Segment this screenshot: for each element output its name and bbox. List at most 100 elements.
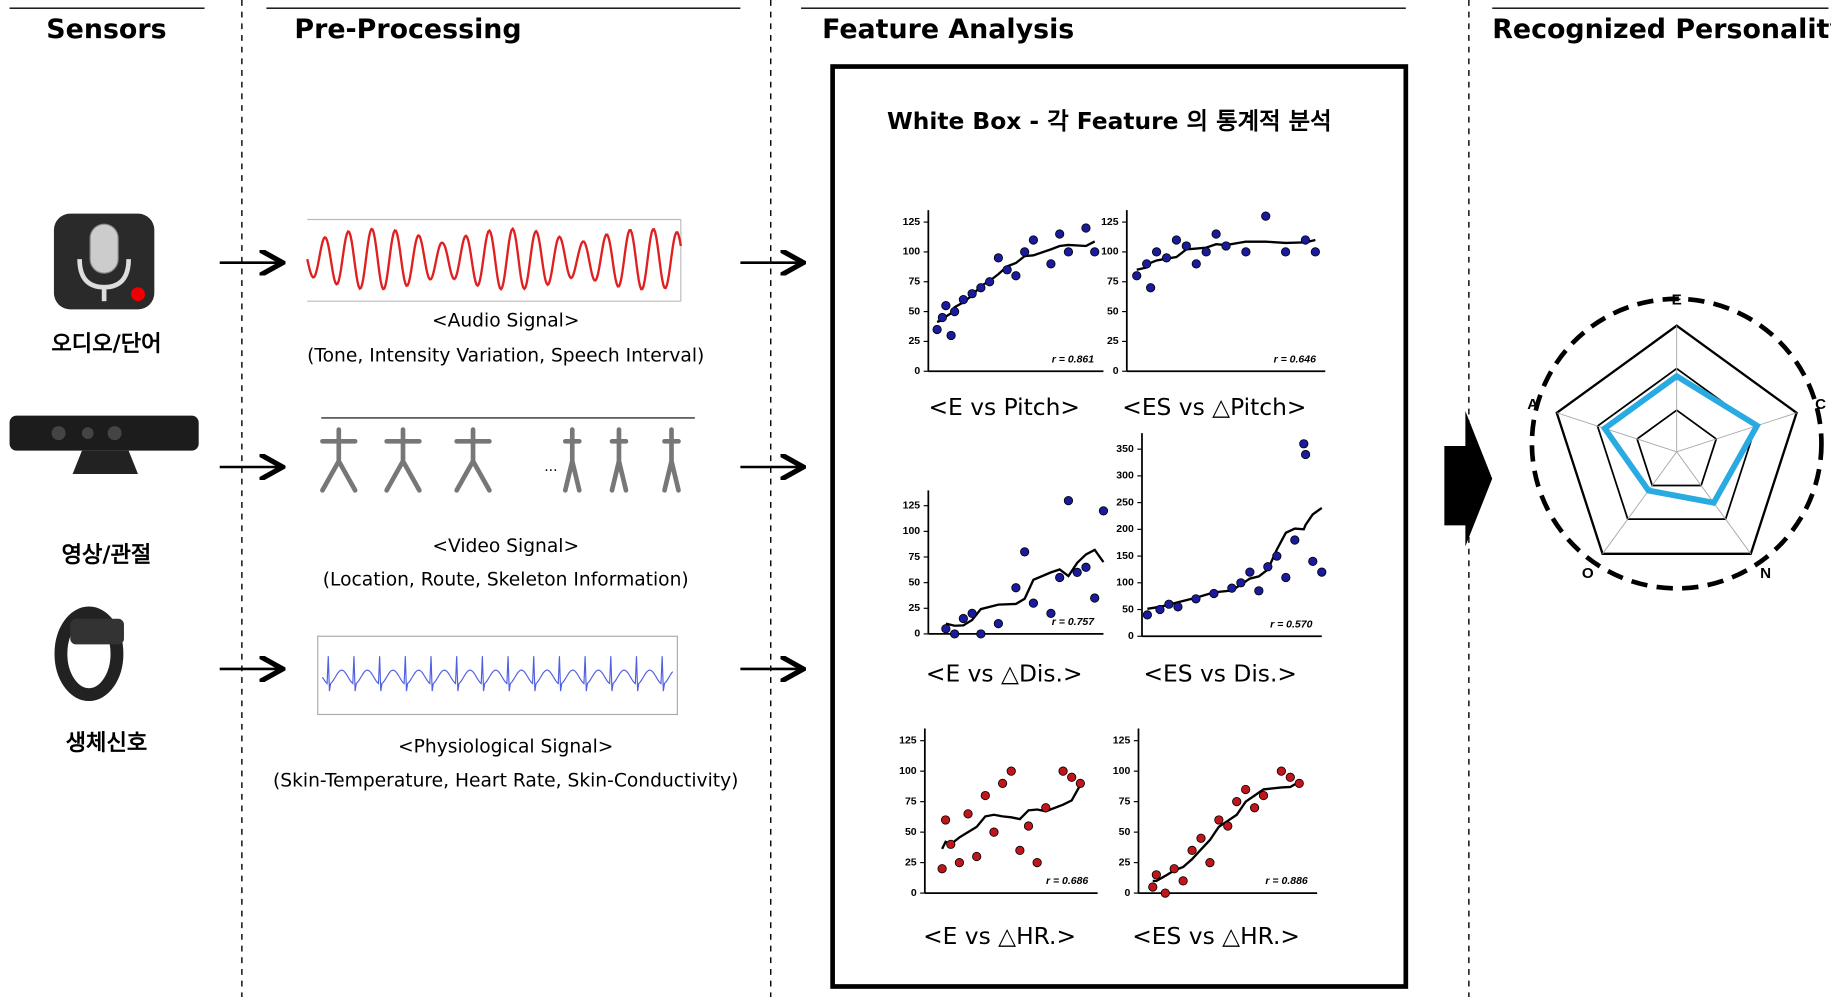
y-tick-label: 200 (1116, 523, 1134, 535)
scatter-point (1181, 241, 1191, 251)
scatter-point (1211, 229, 1221, 239)
y-tick-label: 100 (1113, 765, 1131, 777)
scatter-point (937, 864, 947, 874)
r-value: r = 0.646 (1274, 353, 1316, 365)
scatter-point (993, 253, 1004, 263)
y-tick-label: 0 (914, 628, 920, 640)
y-tick-label: 0 (914, 365, 920, 377)
scatter-point (1055, 229, 1065, 239)
fit-curve (941, 784, 1082, 850)
column-header: Recognized Personality (1492, 14, 1831, 45)
scatter-point (1020, 547, 1030, 557)
r-value: r = 0.757 (1052, 616, 1095, 628)
svg-text:...: ... (544, 459, 557, 475)
scatter-point (1290, 535, 1300, 545)
signal-detail: (Skin-Temperature, Heart Rate, Skin-Cond… (273, 771, 738, 792)
scatter-point (1032, 858, 1042, 868)
scatter-point (1285, 772, 1295, 782)
skeleton (454, 427, 492, 493)
y-tick-label: 125 (1101, 216, 1119, 228)
scatter-point (1276, 766, 1286, 776)
r-value: r = 0.570 (1270, 618, 1312, 630)
scatter-point (1294, 778, 1304, 788)
y-tick-label: 100 (903, 525, 921, 537)
y-tick-label: 75 (908, 276, 920, 288)
plot-caption: <E vs △HR.> (923, 922, 1076, 950)
scatter-point (1317, 567, 1327, 577)
scatter-point (1146, 283, 1156, 293)
fit-curve (945, 548, 1105, 627)
scatter-point (963, 809, 973, 819)
scatter-point (1041, 803, 1051, 813)
scatter-point (941, 301, 951, 311)
y-tick-label: 50 (908, 576, 920, 588)
radar-axis-label: O (1582, 565, 1594, 582)
scatter-point (1300, 235, 1311, 245)
scatter-point (1169, 864, 1179, 874)
skeleton (662, 427, 681, 493)
y-tick-label: 150 (1116, 550, 1134, 562)
scatter-point (940, 815, 951, 825)
column-header: Sensors (46, 14, 166, 45)
y-tick-label: 125 (899, 734, 917, 746)
radar-ring (1555, 324, 1798, 555)
wristband-icon (54, 606, 124, 702)
y-tick-label: 250 (1116, 496, 1134, 508)
scatter-point (1055, 572, 1065, 583)
sensor-label: 영상/관절 (62, 542, 152, 568)
scatter-point (1201, 247, 1211, 257)
scatter-point (972, 851, 982, 862)
skeleton (384, 427, 422, 493)
video-signal: ... (320, 417, 695, 493)
column-header: Pre-Processing (294, 14, 521, 45)
scatter-point (1241, 247, 1251, 257)
scatter-point (932, 324, 942, 335)
scatter-point (1236, 578, 1246, 588)
scatter-point (1232, 797, 1242, 807)
y-tick-label: 50 (1119, 826, 1131, 838)
scatter-point (985, 277, 995, 287)
scatter-point (1046, 259, 1056, 269)
scatter-point (1191, 594, 1201, 604)
y-tick-label: 100 (1101, 246, 1119, 258)
scatter-point (1067, 772, 1077, 782)
scatter-point (1209, 588, 1219, 599)
signal-title: <Video Signal> (432, 536, 579, 557)
plot-caption: <ES vs △HR.> (1132, 922, 1300, 950)
y-tick-label: 75 (1119, 795, 1131, 807)
white-box (830, 64, 1409, 989)
scatter-point (1058, 766, 1068, 776)
scatter-point (958, 295, 968, 305)
scatter-point (1187, 845, 1197, 856)
scatter-point (967, 289, 977, 299)
scatter-point (1090, 247, 1100, 257)
y-tick-label: 350 (1116, 443, 1134, 455)
scatter-point (1249, 803, 1260, 813)
scatter-point (1081, 562, 1091, 572)
scatter-point (1072, 567, 1082, 577)
scatter-point (1075, 778, 1085, 788)
scatter-point (967, 608, 977, 619)
scatter-point (958, 613, 968, 624)
scatter-point (949, 306, 960, 317)
y-tick-label: 100 (899, 765, 917, 777)
y-tick-label: 75 (908, 551, 920, 563)
column-dividers (241, 0, 1470, 997)
scatter-point (1063, 247, 1074, 257)
signal-title: <Physiological Signal> (398, 737, 613, 758)
scatter-point (1221, 241, 1231, 251)
signal-detail: (Location, Route, Skeleton Information) (323, 570, 689, 591)
scatter-point (1063, 495, 1074, 506)
radar-axis-label: A (1527, 396, 1538, 413)
physio-signal (317, 635, 678, 716)
plot-caption: <ES vs Dis.> (1143, 659, 1296, 687)
mic-icon (53, 213, 155, 310)
skeleton (609, 427, 629, 493)
scatter-point (1098, 506, 1109, 516)
scatter-point (1155, 604, 1165, 615)
y-tick-label: 125 (1113, 734, 1131, 746)
scatter-point (1173, 602, 1183, 612)
column-header: Feature Analysis (822, 14, 1074, 45)
y-tick-label: 25 (908, 602, 920, 614)
